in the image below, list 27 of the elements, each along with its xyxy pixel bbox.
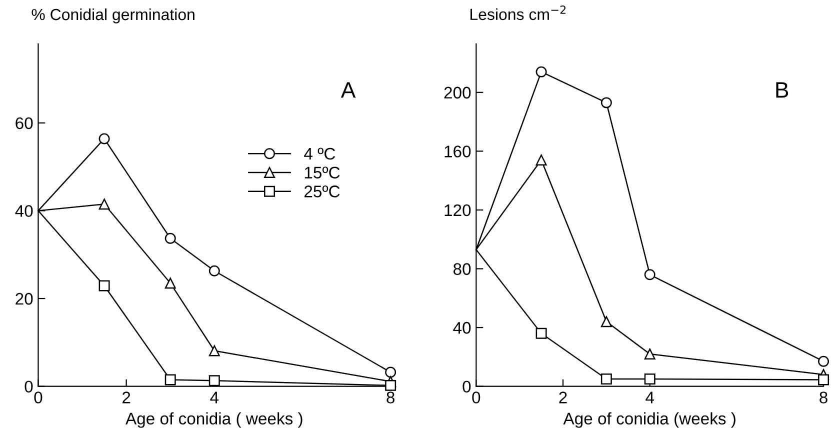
x-axis-title: Age of conidia (weeks ) <box>563 412 736 428</box>
y-tick-label: 160 <box>444 146 471 158</box>
x-tick-label: 8 <box>386 392 394 404</box>
annotation: B <box>776 82 788 98</box>
y-tick-label: 120 <box>444 204 471 216</box>
y-axis-title: % Conidial germination <box>32 8 194 24</box>
y-tick-label: 80 <box>453 263 471 275</box>
x-tick-label: 8 <box>820 392 828 404</box>
legend-label: 15ºC <box>304 166 340 178</box>
x-axis-title: Age of conidia ( weeks ) <box>126 412 302 428</box>
y-tick-label: 40 <box>453 322 471 334</box>
x-tick-label: 2 <box>122 392 130 404</box>
y-tick-label: 60 <box>16 117 33 130</box>
y-tick-label: 200 <box>444 86 471 99</box>
y-tick-label: 40 <box>15 205 33 217</box>
annotation: A <box>340 82 356 98</box>
y-tick-label: 0 <box>462 380 471 393</box>
x-tick-label: 0 <box>472 392 480 404</box>
y-axis-title: Lesions cm$^{−2}$ <box>470 6 566 20</box>
x-tick-label: 4 <box>210 392 219 404</box>
x-tick-label: 4 <box>646 392 654 404</box>
x-tick-label: 2 <box>559 392 567 404</box>
legend-label: 4 ºC <box>304 148 336 160</box>
y-tick-label: 0 <box>24 380 33 393</box>
legend-label: 25ºC <box>304 186 340 198</box>
x-tick-label: 0 <box>34 392 42 404</box>
y-tick-label: 20 <box>16 292 33 305</box>
